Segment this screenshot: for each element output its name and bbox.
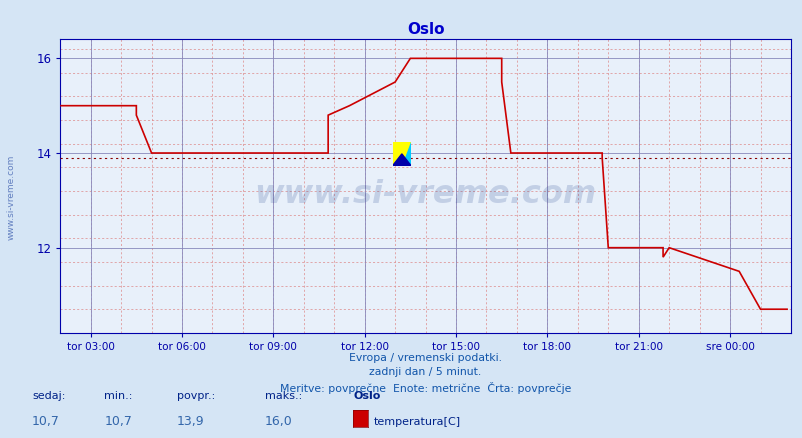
Text: 10,7: 10,7 [32, 415, 60, 428]
Polygon shape [401, 142, 411, 166]
Text: www.si-vreme.com: www.si-vreme.com [6, 155, 15, 240]
Text: 10,7: 10,7 [104, 415, 132, 428]
Text: www.si-vreme.com: www.si-vreme.com [254, 180, 596, 210]
Text: min.:: min.: [104, 391, 132, 401]
Text: maks.:: maks.: [265, 391, 302, 401]
Title: Oslo: Oslo [407, 22, 444, 37]
Text: povpr.:: povpr.: [176, 391, 215, 401]
Text: sedaj:: sedaj: [32, 391, 66, 401]
Text: 16,0: 16,0 [265, 415, 293, 428]
Text: Evropa / vremenski podatki.
zadnji dan / 5 minut.
Meritve: povprečne  Enote: met: Evropa / vremenski podatki. zadnji dan /… [280, 353, 570, 394]
Text: temperatura[C]: temperatura[C] [373, 417, 460, 427]
Text: Oslo: Oslo [353, 391, 380, 401]
Text: 13,9: 13,9 [176, 415, 204, 428]
Polygon shape [392, 142, 411, 166]
Polygon shape [392, 154, 411, 166]
